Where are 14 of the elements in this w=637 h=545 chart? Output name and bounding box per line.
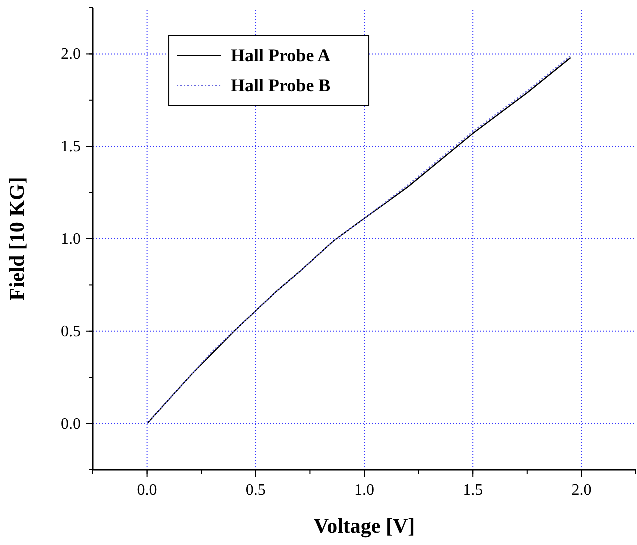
y-tick-label: 0.5 [61,323,81,340]
y-axis-title: Field [10 KG] [5,177,29,301]
x-tick-label: 2.0 [572,482,592,499]
y-tick-label: 0.0 [61,416,81,433]
y-tick-label: 1.0 [61,231,81,248]
y-tick-label: 1.5 [61,138,81,156]
legend-label: Hall Probe A [231,46,331,66]
x-axis-title: Voltage [V] [314,514,416,538]
x-tick-label: 0.0 [137,482,158,499]
y-tick-label: 2.0 [61,46,81,64]
x-tick-label: 1.0 [354,482,374,499]
legend-label: Hall Probe B [231,76,331,96]
x-tick-label: 1.5 [463,482,484,499]
x-tick-label: 0.5 [246,482,266,499]
